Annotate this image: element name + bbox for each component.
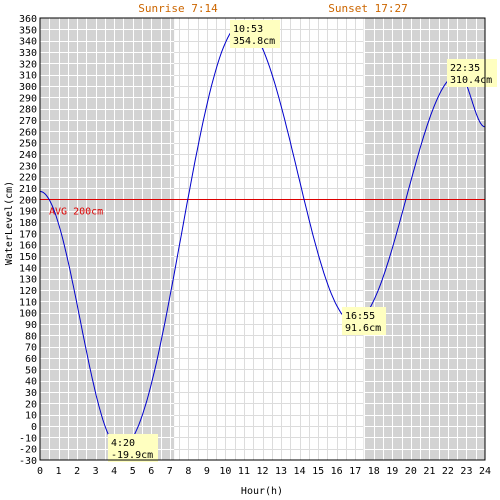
- y-tick-label: -10: [19, 433, 37, 444]
- y-tick-label: 70: [25, 343, 37, 354]
- night-region-morning: [40, 18, 175, 460]
- x-tick-label: 12: [256, 466, 268, 477]
- annotation-time: 4:20: [111, 438, 135, 449]
- y-tick-label: 320: [19, 59, 37, 70]
- y-tick-label: 130: [19, 275, 37, 286]
- annotation-value: 310.4cm: [450, 75, 492, 86]
- x-tick-label: 3: [93, 466, 99, 477]
- y-tick-label: 110: [19, 297, 37, 308]
- y-tick-label: 80: [25, 331, 37, 342]
- average-label: AVG 200cm: [49, 207, 103, 218]
- y-tick-label: 40: [25, 377, 37, 388]
- x-tick-label: 19: [386, 466, 398, 477]
- annotation-value: 354.8cm: [233, 36, 275, 47]
- y-tick-label: 350: [19, 25, 37, 36]
- y-tick-label: 90: [25, 320, 37, 331]
- x-tick-label: 8: [185, 466, 191, 477]
- y-tick-label: 250: [19, 139, 37, 150]
- annotation-box: [108, 434, 158, 462]
- annotation-value: 91.6cm: [345, 323, 381, 334]
- x-tick-label: 13: [275, 466, 287, 477]
- y-tick-label: 160: [19, 241, 37, 252]
- x-tick-label: 22: [442, 466, 454, 477]
- annotation-box: [342, 307, 386, 335]
- y-tick-label: 280: [19, 105, 37, 116]
- x-tick-label: 9: [204, 466, 210, 477]
- x-tick-label: 17: [349, 466, 361, 477]
- y-tick-label: 180: [19, 218, 37, 229]
- y-tick-label: 150: [19, 252, 37, 263]
- x-tick-label: 10: [219, 466, 231, 477]
- y-tick-label: 240: [19, 150, 37, 161]
- x-tick-label: 0: [37, 466, 43, 477]
- y-tick-label: 190: [19, 207, 37, 218]
- y-tick-label: 200: [19, 195, 37, 206]
- y-tick-label: 50: [25, 365, 37, 376]
- annotation-box: [230, 20, 280, 48]
- x-tick-label: 16: [331, 466, 343, 477]
- y-tick-label: 20: [25, 399, 37, 410]
- x-tick-label: 15: [312, 466, 324, 477]
- y-tick-label: 140: [19, 263, 37, 274]
- y-tick-label: 170: [19, 229, 37, 240]
- annotation-value: -19.9cm: [111, 450, 153, 461]
- y-tick-label: -30: [19, 456, 37, 467]
- annotation-time: 10:53: [233, 24, 263, 35]
- y-tick-label: 0: [31, 422, 37, 433]
- x-tick-label: 6: [148, 466, 154, 477]
- annotation-box: [447, 59, 497, 87]
- y-tick-label: 260: [19, 127, 37, 138]
- x-tick-label: 14: [294, 466, 306, 477]
- y-tick-label: 300: [19, 82, 37, 93]
- y-tick-label: 270: [19, 116, 37, 127]
- y-tick-label: 60: [25, 354, 37, 365]
- y-tick-label: 310: [19, 71, 37, 82]
- y-tick-label: 30: [25, 388, 37, 399]
- y-tick-label: -20: [19, 445, 37, 456]
- y-tick-label: 230: [19, 161, 37, 172]
- y-tick-label: 340: [19, 37, 37, 48]
- extreme-annotation: 4:20-19.9cm: [108, 434, 158, 462]
- sunrise-label: Sunrise 7:14: [138, 2, 218, 15]
- x-tick-label: 7: [167, 466, 173, 477]
- x-tick-label: 20: [405, 466, 417, 477]
- x-tick-label: 24: [479, 466, 491, 477]
- x-tick-label: 18: [368, 466, 380, 477]
- x-tick-label: 23: [460, 466, 472, 477]
- y-tick-label: 290: [19, 93, 37, 104]
- x-tick-label: 21: [423, 466, 435, 477]
- y-tick-label: 360: [19, 14, 37, 25]
- y-tick-label: 220: [19, 173, 37, 184]
- x-tick-label: 1: [56, 466, 62, 477]
- x-tick-label: 2: [74, 466, 80, 477]
- sunset-label: Sunset 17:27: [328, 2, 407, 15]
- annotation-time: 22:35: [450, 63, 480, 74]
- x-tick-label: 5: [130, 466, 136, 477]
- y-axis-label: WaterLevel(cm): [4, 181, 15, 265]
- x-tick-label: 11: [238, 466, 250, 477]
- y-tick-label: 330: [19, 48, 37, 59]
- y-tick-label: 120: [19, 286, 37, 297]
- annotation-time: 16:55: [345, 311, 375, 322]
- x-tick-label: 4: [111, 466, 117, 477]
- y-tick-label: 210: [19, 184, 37, 195]
- plot-frame: [39, 17, 486, 461]
- y-tick-label: 100: [19, 309, 37, 320]
- y-tick-label: 10: [25, 411, 37, 422]
- x-axis-label: Hour(h): [241, 486, 283, 497]
